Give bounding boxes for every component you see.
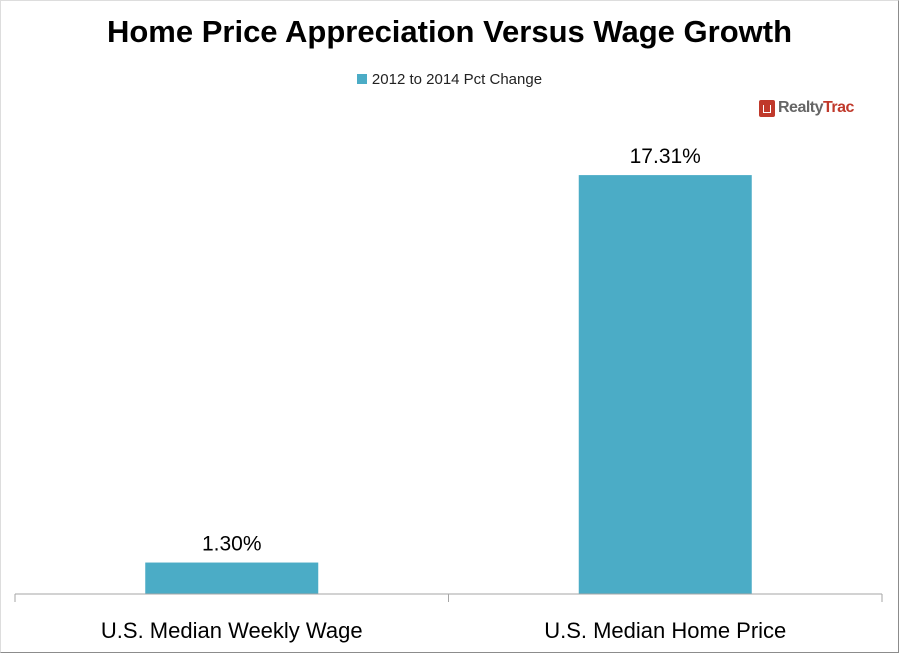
x-tick-label: U.S. Median Home Price: [544, 618, 786, 643]
realtytrac-logo: Realty Trac: [759, 99, 854, 117]
bar: [145, 562, 319, 594]
house-icon: [759, 99, 775, 117]
legend: 2012 to 2014 Pct Change: [0, 71, 899, 88]
legend-swatch: [356, 74, 367, 84]
bar: [578, 175, 752, 594]
x-tick-label: U.S. Median Weekly Wage: [101, 618, 363, 643]
data-label: 1.30%: [202, 533, 262, 556]
legend-label: 2012 to 2014 Pct Change: [371, 71, 543, 88]
data-label: 17.31%: [630, 145, 701, 168]
chart-title: Home Price Appreciation Versus Wage Grow…: [106, 14, 793, 49]
